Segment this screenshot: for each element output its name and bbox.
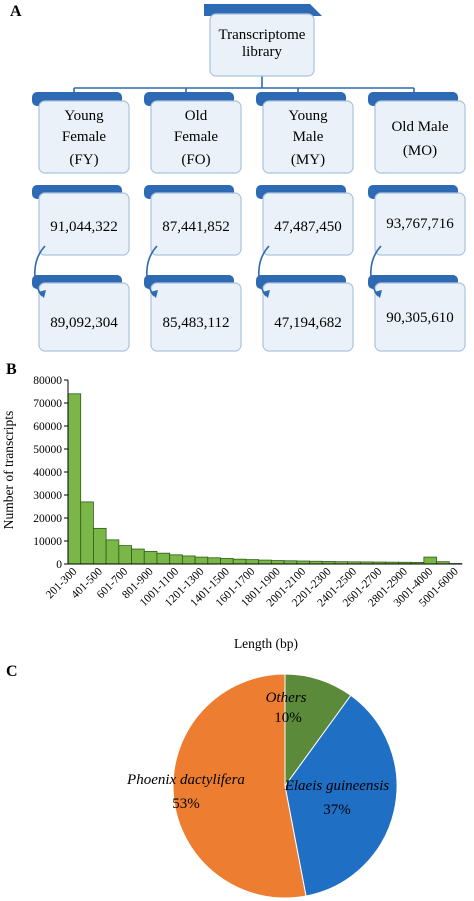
species-pie-chart	[172, 673, 398, 899]
histogram-bar	[258, 559, 272, 565]
pie-label-elaeis-name: Elaeis guineensis	[284, 778, 390, 794]
histogram-bar	[118, 545, 132, 565]
root-node: Transcriptome library	[204, 4, 322, 77]
group-old-male: Old Male (MO) 93,767,716 90,305,610	[368, 92, 466, 352]
raw-count-box	[262, 192, 354, 256]
raw-count-box	[374, 192, 466, 256]
raw-count-box	[150, 192, 242, 256]
flow-arrow-head	[150, 290, 158, 298]
clean-count-box	[262, 282, 354, 352]
histogram-bar	[93, 527, 107, 565]
histogram-bar	[232, 558, 247, 565]
y-tick-label: 60000	[33, 421, 62, 433]
histogram-bar	[245, 559, 260, 565]
group-box	[262, 100, 354, 174]
histogram-bar	[194, 556, 209, 565]
y-tick-label: 70000	[33, 398, 62, 410]
root-label-line1: Transcriptome	[219, 27, 306, 43]
group-name-line2: (MO)	[403, 143, 437, 159]
y-tick-label: 20000	[33, 513, 62, 525]
pie-label-phoenix-name: Phoenix dactylifera	[126, 772, 245, 788]
length-histogram: 0 10000 20000 30000 40000 50000 60000 70000 8000…	[33, 375, 463, 609]
group-box	[374, 100, 466, 174]
raw-count-value: 93,767,716	[386, 216, 454, 232]
group-box	[150, 100, 242, 174]
raw-count-value: 91,044,322	[50, 219, 118, 235]
hierarchy-connectors	[73, 76, 415, 96]
group-name-line1: Old	[185, 108, 208, 124]
panel-a-letter: A	[10, 3, 22, 20]
group-name-line2: Female	[174, 129, 218, 145]
group-name-line3: (FY)	[69, 152, 98, 168]
group-name-line3: (MY)	[291, 152, 325, 168]
y-tick-label: 10000	[33, 536, 62, 548]
y-tick-label: 80000	[33, 375, 62, 387]
group-name-line1: Old Male	[391, 119, 448, 135]
clean-count-value: 89,092,304	[50, 315, 118, 331]
clean-count-box	[38, 282, 130, 352]
panel-c-letter: C	[6, 663, 18, 680]
pie-label-others-name: Others	[266, 690, 307, 706]
root-node-box	[209, 13, 315, 77]
group-old-female: Old Female (FO) 87,441,852 85,483,112	[144, 92, 242, 352]
histogram-bar	[423, 556, 437, 565]
group-young-female: Young Female (FY) 91,044,322 89,092,304	[32, 92, 130, 352]
histogram-bar	[220, 558, 234, 565]
histogram-bar	[143, 550, 158, 565]
group-name-line2: Male	[293, 129, 324, 145]
clean-count-box	[150, 282, 242, 352]
pie-slice	[284, 694, 398, 897]
flow-arrow-head	[262, 290, 270, 298]
group-name-line1: Young	[64, 108, 104, 124]
flow-arrow-head	[374, 290, 382, 298]
histogram-bar	[67, 393, 82, 565]
histogram-bar	[131, 548, 145, 565]
y-tick-label: 30000	[33, 490, 62, 502]
pie-label-others-pct: 10%	[274, 710, 302, 726]
pie-slice	[172, 673, 307, 899]
clean-count-value: 90,305,610	[386, 310, 454, 326]
y-tick-label: 0	[56, 559, 62, 571]
histogram-bar	[169, 554, 183, 565]
group-name-line2: Female	[62, 129, 106, 145]
y-tick-label: 40000	[33, 467, 62, 479]
pie-label-elaeis-pct: 37%	[323, 802, 351, 818]
group-name-line1: Young	[288, 108, 328, 124]
group-box	[38, 100, 130, 174]
histogram-bar	[156, 552, 171, 565]
raw-count-value: 47,487,450	[274, 219, 342, 235]
histogram-bar	[80, 501, 94, 565]
raw-count-box	[38, 192, 130, 256]
y-axis-title: Number of transcripts	[1, 411, 16, 529]
raw-count-value: 87,441,852	[162, 219, 230, 235]
clean-count-box	[374, 282, 466, 352]
histogram-bar	[105, 539, 120, 565]
group-columns: Young Female (FY) 91,044,322 89,092,304 …	[32, 92, 466, 352]
group-name-line3: (FO)	[181, 152, 210, 168]
histogram-bar	[270, 560, 285, 565]
pie-label-phoenix-pct: 53%	[172, 796, 200, 812]
clean-count-value: 85,483,112	[163, 315, 230, 331]
x-axis-title: Length (bp)	[234, 636, 298, 651]
flow-arrow-head	[38, 290, 46, 298]
histogram-bar	[181, 555, 196, 565]
root-label-line2: library	[242, 44, 282, 60]
y-tick-label: 50000	[33, 444, 62, 456]
panel-b-letter: B	[6, 361, 17, 378]
group-young-male: Young Male (MY) 47,487,450 47,194,682	[256, 92, 354, 352]
histogram-bar	[207, 557, 221, 565]
clean-count-value: 47,194,682	[274, 315, 342, 331]
